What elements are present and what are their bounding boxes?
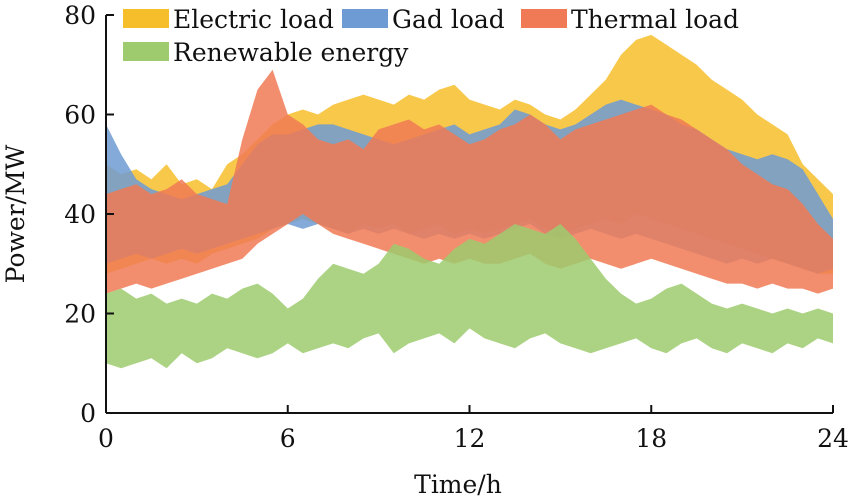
- y-tick-label: 60: [64, 101, 96, 130]
- y-ticks: 0 20 40 60 80: [64, 1, 114, 428]
- x-axis-title: Time/h: [414, 470, 502, 499]
- legend-swatch-renewable-energy: [123, 42, 169, 61]
- area-renewable-energy: [106, 224, 833, 369]
- legend-swatch-gad-load: [342, 9, 388, 28]
- y-tick-label: 0: [80, 399, 96, 428]
- legend-label-thermal-load: Thermal load: [571, 5, 739, 34]
- x-ticks: 0 6 12 18 24: [98, 405, 849, 453]
- x-tick-label: 24: [817, 424, 849, 453]
- x-tick-label: 0: [98, 424, 114, 453]
- y-tick-label: 40: [64, 200, 96, 229]
- y-axis-title: Power/MW: [1, 144, 30, 283]
- legend-label-renewable-energy: Renewable energy: [173, 38, 409, 67]
- legend-swatch-electric-load: [123, 9, 169, 28]
- legend-label-gad-load: Gad load: [392, 5, 505, 34]
- legend-label-electric-load: Electric load: [173, 5, 334, 34]
- x-tick-label: 6: [280, 424, 296, 453]
- legend-swatch-thermal-load: [521, 9, 567, 28]
- x-tick-label: 18: [635, 424, 667, 453]
- legend: Electric load Gad load Thermal load Rene…: [123, 5, 739, 67]
- area-thermal-load: [106, 69, 833, 294]
- plot-areas: [106, 34, 833, 369]
- x-tick-label: 12: [454, 424, 486, 453]
- y-tick-label: 80: [64, 1, 96, 30]
- y-tick-label: 20: [64, 300, 96, 329]
